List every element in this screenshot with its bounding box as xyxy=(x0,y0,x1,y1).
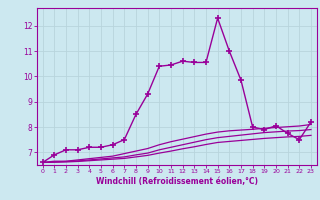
X-axis label: Windchill (Refroidissement éolien,°C): Windchill (Refroidissement éolien,°C) xyxy=(96,177,258,186)
